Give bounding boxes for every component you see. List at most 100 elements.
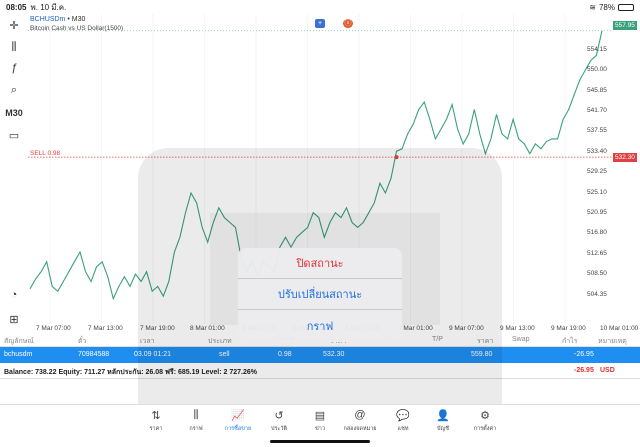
zoom-icon[interactable]: ◔ <box>10 289 18 301</box>
indicator-icon[interactable]: ƒ <box>10 62 18 74</box>
trade-ticket: 70984588 <box>78 351 110 358</box>
price-tick: 520.95 <box>587 208 607 216</box>
close-position-option[interactable]: ปิดสถานะ <box>238 248 402 279</box>
one-click-trade-button[interactable]: ⓢ <box>343 19 353 28</box>
nav-item[interactable]: 👤 บัญชี <box>423 409 463 433</box>
nav-item[interactable]: ⫼ กราฟ <box>176 409 216 433</box>
nav-icon: @ <box>354 409 366 421</box>
nav-label: การตั้งค่า <box>473 426 497 432</box>
chart-canvas <box>28 14 612 324</box>
nav-icon: ⫼ <box>193 409 199 421</box>
nav-icon: 👤 <box>436 410 450 422</box>
template-icon[interactable]: ▭ <box>8 129 20 142</box>
price-tick: 554.15 <box>587 45 607 53</box>
price-tick: 512.65 <box>587 249 607 257</box>
objects-icon[interactable]: ⌕ <box>10 83 18 96</box>
nav-icon: ↺ <box>274 410 284 422</box>
column-header: สัญลักษณ์ <box>4 338 34 345</box>
price-tick: 550.00 <box>587 66 607 74</box>
candlestick-icon[interactable]: ⫼ <box>11 40 17 53</box>
column-header: ราคา <box>477 338 494 345</box>
time-tick: 9 Mar 19:00 <box>551 325 586 332</box>
nav-label: กราฟ <box>189 426 203 432</box>
timeframe-button[interactable]: M30 <box>5 108 23 118</box>
chart-option[interactable]: กราฟ <box>306 320 334 333</box>
chart-trade-buttons: + ⓢ <box>315 19 353 28</box>
price-tick: 533.40 <box>587 147 607 155</box>
price-axis: 554.15 550.00 545.85 541.70 537.55 533.40 529.… <box>584 14 612 332</box>
entry-marker <box>394 155 399 160</box>
one-click-buy-button[interactable]: + <box>315 19 325 28</box>
chart-description: Bitcoin Cash vs US Dollar(1500) <box>30 25 124 32</box>
trade-symbol: bchusdm <box>4 351 33 358</box>
trade-volume: 0.98 <box>278 351 292 358</box>
bottom-navigation: ⇅ ราคา ⫼ กราฟ 📈 การซื้อขาย ↺ ประวัติ ▤ ข่าว @ กล่อง… <box>0 404 640 447</box>
battery-icon <box>618 3 634 11</box>
nav-label: การซื้อขาย <box>224 426 252 432</box>
price-tick: 508.50 <box>587 270 607 278</box>
summary-profit: -26.95 <box>574 367 594 374</box>
status-bar: 08:05 พ. 10 มี.ค. ≋ 78% <box>0 0 640 14</box>
column-header: กำไร <box>562 338 578 345</box>
status-date: พ. 10 มี.ค. <box>30 2 67 12</box>
column-header: ประเภท <box>208 338 232 345</box>
sell-line-label: SELL 0.98 <box>30 150 61 157</box>
price-tick: 541.70 <box>587 106 607 114</box>
nav-item[interactable]: @ กล่องจดหมาย <box>340 409 380 433</box>
trade-row[interactable]: bchusdm 70984588 03.09 01:21 sell 0.98 5… <box>0 347 640 363</box>
time-tick: 7 Mar 19:00 <box>140 325 175 332</box>
time-tick: 8 Mar 01:00 <box>190 325 225 332</box>
nav-icon: ⇅ <box>151 410 161 422</box>
modify-position-option[interactable]: ปรับเปลี่ยนสถานะ <box>238 279 402 310</box>
nav-label: กล่องจดหมาย <box>343 426 377 432</box>
grid <box>49 14 566 324</box>
time-tick: 9 Mar 13:00 <box>500 325 535 332</box>
nav-icon: ▤ <box>314 410 326 422</box>
position-action-sheet: ปิดสถานะ ปรับเปลี่ยนสถานะ กราฟ <box>238 248 402 342</box>
price-tick: 525.10 <box>587 188 607 196</box>
column-header: หมายเหตุ <box>598 338 627 345</box>
time-tick: 7 Mar 13:00 <box>88 325 123 332</box>
battery-percent: 78% <box>598 2 615 12</box>
price-chart[interactable]: BCHUSDm • M30 Bitcoin Cash vs US Dollar(… <box>28 14 612 332</box>
account-summary: Balance: 738.22 Equity: 711.27 หลักประกั… <box>0 363 640 379</box>
nav-label: ราคา <box>149 426 163 432</box>
trade-time: 03.09 01:21 <box>134 351 171 358</box>
nav-icon: ⚙ <box>480 410 490 422</box>
nav-item[interactable]: ⇅ ราคา <box>136 409 176 433</box>
summary-text: Balance: 738.22 Equity: 711.27 หลักประกั… <box>4 369 257 376</box>
time-tick: 10 Mar 01:00 <box>600 325 639 332</box>
price-tick: 537.55 <box>587 127 607 135</box>
column-header: ตั๋ว <box>78 338 87 345</box>
time-tick: 9 Mar 01:00 <box>398 325 433 332</box>
home-indicator <box>270 440 370 443</box>
column-header: Swap <box>512 336 530 343</box>
nav-label: แชท <box>397 426 409 432</box>
trade-current-price: 559.80 <box>471 351 493 358</box>
price-tick: 516.80 <box>587 229 607 237</box>
crosshair-icon[interactable]: ✛ <box>9 19 19 32</box>
add-indicator-icon[interactable]: ⊞ <box>9 313 19 326</box>
trade-profit: -26.95 <box>574 351 594 358</box>
nav-item[interactable]: ▤ ข่าว <box>300 409 340 433</box>
time-tick: 9 Mar 07:00 <box>449 325 484 332</box>
nav-label: ข่าว <box>315 426 325 432</box>
column-header: เวลา <box>140 338 155 345</box>
nav-item[interactable]: ↺ ประวัติ <box>259 409 299 433</box>
price-tick: 545.85 <box>587 86 607 94</box>
nav-item[interactable]: 💬 แชท <box>383 409 423 433</box>
nav-item[interactable]: 📈 การซื้อขาย <box>218 409 258 433</box>
trade-type: sell <box>219 351 230 358</box>
sell-price-tag: 532.30 <box>613 153 637 162</box>
nav-icon: 📈 <box>231 410 245 422</box>
time-tick: 7 Mar 07:00 <box>36 325 71 332</box>
nav-item[interactable]: ⚙ การตั้งค่า <box>465 409 505 433</box>
trade-open-price: 532.30 <box>323 351 345 358</box>
chart-symbol: BCHUSDm • M30 <box>30 16 85 23</box>
chart-toolbar: ✛ ⫼ ƒ ⌕ M30 ▭ ◔ ⊞ <box>0 14 28 332</box>
summary-currency: USD <box>600 367 615 374</box>
price-series-line <box>29 30 603 301</box>
price-tick: 504.35 <box>587 290 607 298</box>
wifi-icon: ≋ <box>589 2 596 12</box>
status-time: 08:05 <box>6 2 27 12</box>
